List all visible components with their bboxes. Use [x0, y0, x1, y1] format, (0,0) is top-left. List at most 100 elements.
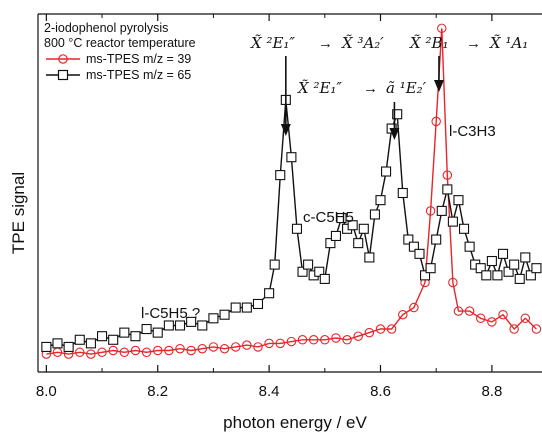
series-1-point	[436, 205, 447, 216]
series-0-point	[498, 309, 508, 320]
series-1-point	[275, 170, 286, 181]
series-0-point	[275, 338, 286, 349]
x-ticks: 8.0 8.2 8.4 8.6 8.8	[36, 14, 502, 400]
series-0-point	[364, 327, 375, 338]
series-1-point	[74, 334, 85, 345]
series-1-point	[442, 184, 453, 195]
series-0-point	[453, 306, 464, 316]
series-1-point	[509, 259, 520, 270]
series-0-point	[208, 342, 219, 352]
legend-label-black: ms-TPES m/z = 65	[86, 68, 191, 82]
series-0-point	[197, 343, 208, 354]
series-0-point	[487, 317, 497, 327]
series-0-point	[342, 335, 352, 345]
top-label-2-arrow: →	[363, 80, 378, 97]
legend-label-red: ms-TPES m/z = 39	[86, 52, 191, 66]
series-1-point	[269, 259, 280, 270]
series-0-point	[331, 333, 341, 343]
series-1-point	[464, 241, 475, 252]
series-0-point	[219, 343, 230, 354]
series-1-point	[353, 238, 364, 249]
series-1-point	[481, 270, 492, 281]
top-label-3: X̃ ²B₁ → X̃ ¹A₁	[409, 34, 528, 52]
top-label-2-state-a: X̃ ²E₁″	[297, 79, 342, 97]
series-1-point	[414, 248, 425, 259]
series-1-point	[458, 223, 470, 234]
series-0-point	[141, 347, 152, 358]
series-1-point	[397, 187, 408, 199]
top-label-1-state-b: X̃ ³A₂′	[341, 34, 384, 52]
series-1-point	[152, 327, 163, 338]
series-1-point	[408, 241, 419, 252]
top-label-3-arrow: →	[466, 35, 481, 52]
series-0-point	[242, 340, 252, 350]
series-1-point	[291, 223, 303, 234]
series-1-point	[119, 327, 130, 338]
series-1-point	[336, 213, 347, 224]
series-1-point	[369, 209, 380, 220]
series-1-point	[63, 341, 74, 352]
series-0-point	[375, 324, 386, 334]
series-1-point	[163, 320, 174, 331]
arrow-layer	[280, 56, 444, 140]
series-1-point	[497, 248, 509, 259]
series-1-point	[141, 323, 152, 335]
series-1-point	[358, 223, 369, 234]
legend-title-line-1: 2-iodophenol pyrolysis	[44, 21, 168, 35]
series-0-point	[520, 313, 531, 324]
series-0-point	[186, 345, 196, 356]
top-label-1-state-a: X̃ ²E₁″	[250, 34, 295, 52]
series-0-point	[448, 277, 458, 288]
annotation-c-c5h5: c-C5H5	[303, 209, 354, 226]
series-0-point	[130, 345, 141, 356]
series-1-point	[108, 334, 119, 345]
series-0-point	[152, 345, 163, 356]
series-0-point	[175, 343, 185, 354]
series-1-point	[303, 259, 314, 270]
series-1-point	[431, 234, 442, 245]
series-1-point	[425, 263, 436, 274]
series-1-point	[186, 316, 197, 327]
series-1-point	[419, 270, 431, 281]
series-0-point	[297, 335, 308, 345]
series-1-point	[375, 195, 386, 206]
series-line-0	[46, 28, 537, 355]
series-1-point	[453, 195, 464, 206]
series-0-point	[475, 313, 486, 324]
series-1-point	[197, 320, 208, 331]
series-0-point	[464, 306, 475, 316]
series-0-point	[442, 170, 453, 180]
series-1-point	[503, 266, 514, 277]
series-0-point	[320, 335, 330, 345]
top-label-2: X̃ ²E₁″ → ã ¹E₂′	[297, 79, 427, 97]
series-0-point	[425, 206, 436, 216]
series-0-point	[97, 347, 107, 358]
x-tick-label: 8.2	[147, 383, 168, 400]
series-1-point	[325, 238, 336, 249]
legend-marker-black	[57, 69, 69, 81]
series-0-point	[286, 336, 297, 347]
series-1-point	[381, 166, 392, 177]
pointer-arrow-head-2	[433, 80, 444, 92]
pointer-arrow-head-1	[389, 128, 400, 140]
series-0-point	[253, 342, 263, 352]
series-1-point	[297, 266, 308, 277]
series-0-point	[409, 302, 419, 313]
x-axis-title: photon energy / eV	[223, 413, 367, 432]
series-1-point	[525, 270, 536, 281]
series-0-point	[398, 309, 408, 320]
series-1-point	[264, 288, 275, 299]
series-0-point	[437, 23, 447, 34]
x-tick-label: 8.6	[370, 383, 391, 400]
series-1-point	[486, 255, 497, 267]
series-layer	[41, 23, 542, 359]
series-1-point	[364, 252, 375, 263]
series-0-point	[119, 347, 130, 358]
series-1-point	[286, 152, 297, 163]
series-1-point	[96, 331, 108, 342]
series-1-point	[319, 273, 330, 284]
series-1-point	[347, 220, 358, 231]
series-1-point	[219, 309, 230, 320]
series-0-point	[509, 324, 519, 334]
